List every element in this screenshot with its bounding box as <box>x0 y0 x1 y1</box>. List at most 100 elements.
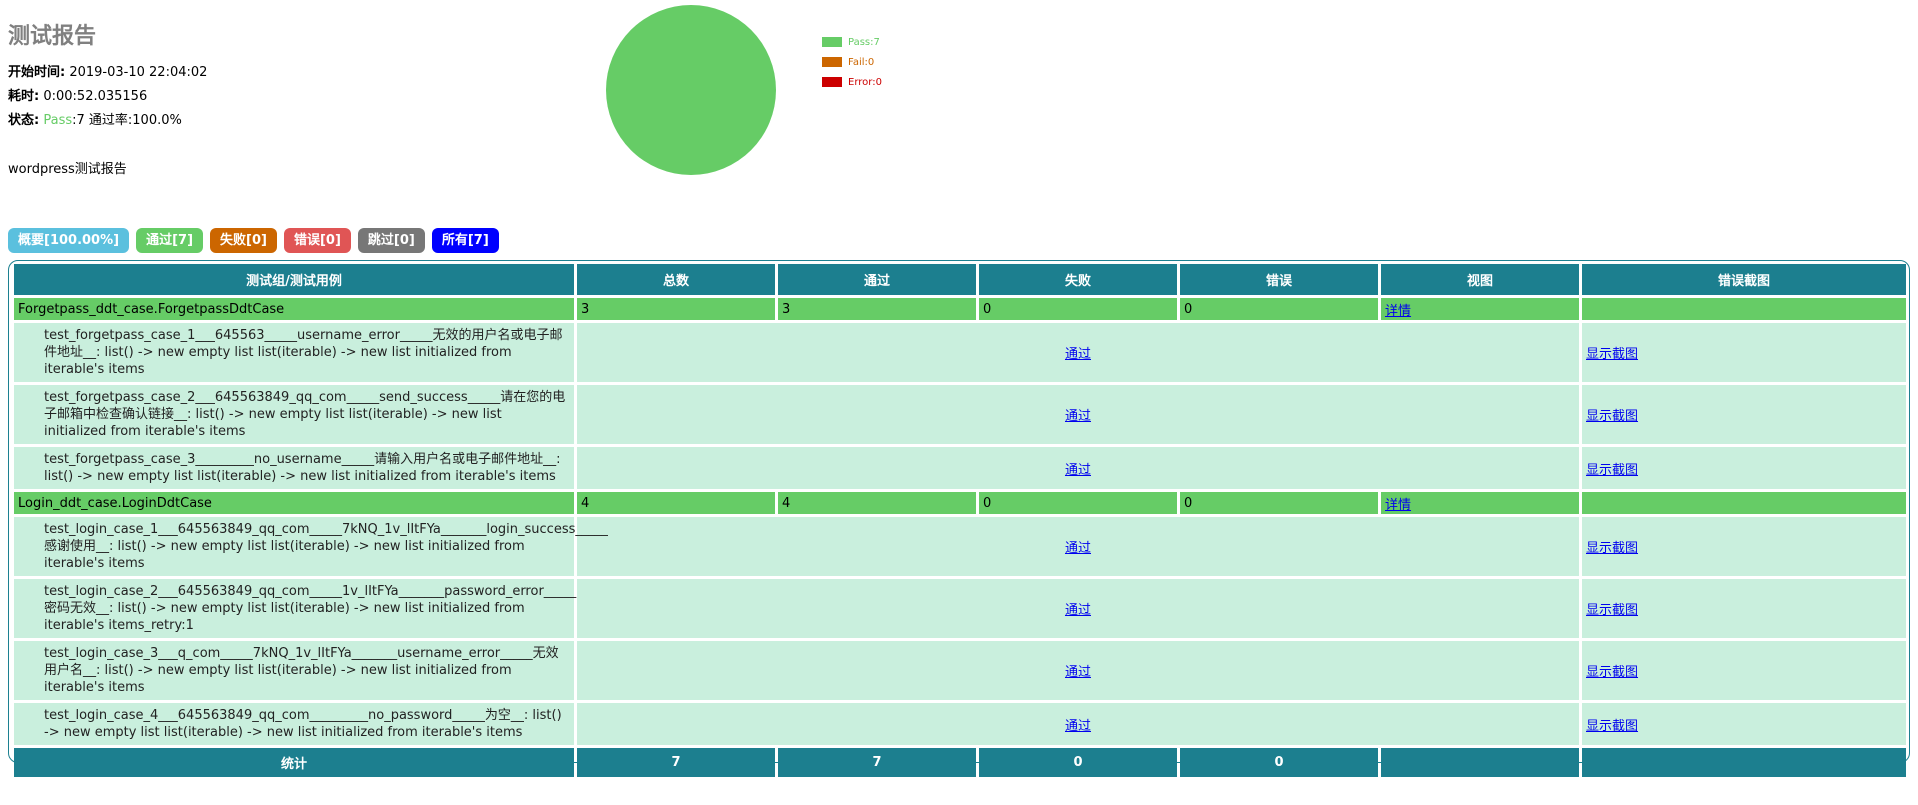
case-row: test_forgetpass_case_3_________no_userna… <box>14 447 1906 489</box>
group-count: 3 <box>577 298 775 320</box>
status-link[interactable]: 通过 <box>1064 718 1091 734</box>
total-row: 统计 7 7 0 0 <box>14 748 1906 777</box>
group-fail: 0 <box>979 492 1177 514</box>
duration-value: 0:00:52.035156 <box>43 89 148 104</box>
column-header: 失败 <box>979 264 1177 295</box>
case-name: test_login_case_3___q_com_____7kNQ_1v_lI… <box>14 641 574 700</box>
start-time-label: 开始时间: <box>8 65 66 80</box>
legend-swatch <box>822 37 842 47</box>
screenshot-link[interactable]: 显示截图 <box>1586 541 1639 556</box>
screenshot-link[interactable]: 显示截图 <box>1586 409 1639 424</box>
screenshot-link[interactable]: 显示截图 <box>1586 665 1639 680</box>
start-time-value: 2019-03-10 22:04:02 <box>69 65 208 80</box>
detail-link[interactable]: 详情 <box>1385 303 1412 319</box>
detail-link[interactable]: 详情 <box>1385 497 1412 513</box>
total-error: 0 <box>1180 748 1378 777</box>
case-status: 通过 <box>577 579 1579 638</box>
group-pass: 3 <box>778 298 976 320</box>
legend-item-pass: Pass:7 <box>822 35 882 49</box>
legend-label: Error:0 <box>848 76 882 88</box>
status-pass: Pass <box>43 113 73 128</box>
total-count: 7 <box>577 748 775 777</box>
status-link[interactable]: 通过 <box>1064 665 1091 680</box>
column-header: 错误截图 <box>1582 264 1906 295</box>
column-header: 通过 <box>778 264 976 295</box>
status-link[interactable]: 通过 <box>1064 409 1091 424</box>
group-row: Login_ddt_case.LoginDdtCase 4 4 0 0 详情 <box>14 492 1906 514</box>
legend-swatch <box>822 77 842 87</box>
case-status: 通过 <box>577 447 1579 489</box>
group-view: 详情 <box>1381 298 1579 320</box>
tab-summary[interactable]: 概要[100.00%] <box>8 228 130 253</box>
screenshot-link[interactable]: 显示截图 <box>1586 462 1639 478</box>
case-status: 通过 <box>577 641 1579 700</box>
case-screenshot: 显示截图 <box>1582 703 1906 745</box>
case-screenshot: 显示截图 <box>1582 641 1906 700</box>
screenshot-link[interactable]: 显示截图 <box>1586 603 1639 618</box>
screenshot-link[interactable]: 显示截图 <box>1586 718 1639 734</box>
pie-slice-pass <box>606 5 776 175</box>
group-name: Login_ddt_case.LoginDdtCase <box>14 492 574 514</box>
start-time: 开始时间: 2019-03-10 22:04:02 <box>8 66 568 80</box>
tab-fail[interactable]: 失败[0] <box>210 228 277 253</box>
case-name: test_forgetpass_case_2___645563849_qq_co… <box>14 385 574 444</box>
case-row: test_forgetpass_case_2___645563849_qq_co… <box>14 385 1906 444</box>
legend-label: Pass:7 <box>848 36 880 48</box>
case-name: test_login_case_4___645563849_qq_com____… <box>14 703 574 745</box>
case-status: 通过 <box>577 517 1579 576</box>
tab-error[interactable]: 错误[0] <box>283 228 351 253</box>
status-link[interactable]: 通过 <box>1064 603 1091 618</box>
total-pass: 7 <box>778 748 976 777</box>
case-screenshot: 显示截图 <box>1582 447 1906 489</box>
page-title: 测试报告 <box>8 24 97 49</box>
status-link[interactable]: 通过 <box>1064 462 1091 478</box>
case-name: test_login_case_1___645563849_qq_com____… <box>14 517 608 576</box>
status-rest: :7 通过率:100.0% <box>72 113 182 128</box>
total-screenshot <box>1582 748 1906 777</box>
column-header: 总数 <box>577 264 775 295</box>
duration-label: 耗时: <box>8 89 40 104</box>
total-label: 统计 <box>14 748 574 777</box>
group-view: 详情 <box>1381 492 1579 514</box>
tab-skip[interactable]: 跳过[0] <box>357 228 425 253</box>
case-screenshot: 显示截图 <box>1582 323 1906 382</box>
duration: 耗时: 0:00:52.035156 <box>8 90 568 104</box>
total-view <box>1381 748 1579 777</box>
screenshot-link[interactable]: 显示截图 <box>1586 347 1639 362</box>
status-label: 状态: <box>8 113 40 128</box>
case-row: test_login_case_3___q_com_____7kNQ_1v_lI… <box>14 641 1906 700</box>
group-fail: 0 <box>979 298 1177 320</box>
legend-label: Fail:0 <box>848 56 875 68</box>
column-header: 测试组/测试用例 <box>14 264 574 295</box>
column-header: 视图 <box>1381 264 1579 295</box>
case-row: test_forgetpass_case_1___645563_____user… <box>14 323 1906 382</box>
status: 状态: Pass:7 通过率:100.0% <box>8 114 568 128</box>
legend-swatch <box>822 57 842 67</box>
tab-all[interactable]: 所有[7] <box>431 228 499 253</box>
result-table: 测试组/测试用例 总数 通过 失败 错误 视图 错误截图 Forgetpass_ddt_ca… <box>11 261 1909 780</box>
group-error: 0 <box>1180 492 1378 514</box>
case-screenshot: 显示截图 <box>1582 579 1906 638</box>
case-name: test_forgetpass_case_3_________no_userna… <box>14 447 574 489</box>
group-pass: 4 <box>778 492 976 514</box>
case-status: 通过 <box>577 323 1579 382</box>
filter-tabs: 概要[100.00%] 通过[7] 失败[0] 错误[0] 跳过[0] 所有[7] <box>8 228 499 253</box>
case-row: test_login_case_4___645563849_qq_com____… <box>14 703 1906 745</box>
legend-item-error: Error:0 <box>822 75 882 89</box>
case-screenshot: 显示截图 <box>1582 385 1906 444</box>
result-table-container: 测试组/测试用例 总数 通过 失败 错误 视图 错误截图 Forgetpass_ddt_ca… <box>8 260 1910 777</box>
chart-legend: Pass:7 Fail:0 Error:0 <box>822 35 882 95</box>
case-row: test_login_case_1___645563849_qq_com____… <box>14 517 1906 576</box>
group-screenshot <box>1582 492 1906 514</box>
status-link[interactable]: 通过 <box>1064 541 1091 556</box>
table-header-row: 测试组/测试用例 总数 通过 失败 错误 视图 错误截图 <box>14 264 1906 295</box>
status-link[interactable]: 通过 <box>1064 347 1091 362</box>
group-row: Forgetpass_ddt_case.ForgetpassDdtCase 3 3 0… <box>14 298 1906 320</box>
case-name: test_forgetpass_case_1___645563_____user… <box>14 323 574 382</box>
case-row: test_login_case_2___645563849_qq_com____… <box>14 579 1906 638</box>
group-screenshot <box>1582 298 1906 320</box>
legend-item-fail: Fail:0 <box>822 55 882 69</box>
case-status: 通过 <box>577 703 1579 745</box>
tab-pass[interactable]: 通过[7] <box>136 228 204 253</box>
pie-chart <box>606 5 776 175</box>
